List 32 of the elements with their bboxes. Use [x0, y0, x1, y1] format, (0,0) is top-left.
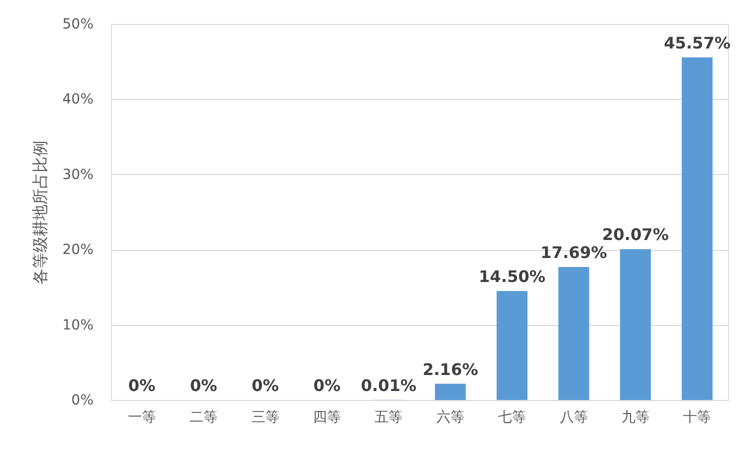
- data-label: 0%: [190, 376, 218, 395]
- data-label: 45.57%: [664, 33, 730, 52]
- x-tick-label: 七等: [498, 410, 526, 426]
- y-tick-label: 0%: [71, 392, 94, 408]
- data-label: 20.07%: [602, 225, 669, 244]
- data-label: 2.16%: [422, 360, 478, 379]
- data-label: 0%: [313, 376, 341, 395]
- x-tick-label: 五等: [374, 410, 403, 426]
- x-tick-label: 二等: [190, 410, 218, 426]
- bar: [434, 384, 466, 400]
- data-label: 14.50%: [478, 266, 546, 286]
- x-tick-label: 六等: [436, 410, 464, 426]
- y-tick-label: 20%: [62, 242, 94, 258]
- bar: [496, 290, 528, 400]
- bar: [620, 249, 651, 400]
- y-tick-label: 10%: [62, 317, 94, 334]
- x-tick-label: 四等: [312, 410, 341, 426]
- x-tick-label: 三等: [251, 410, 280, 426]
- data-label: 0%: [252, 376, 279, 395]
- x-tick-label: 一等: [128, 410, 156, 426]
- data-label: 17.69%: [540, 242, 608, 262]
- data-label: 0.01%: [360, 376, 416, 395]
- x-tick-label: 十等: [683, 410, 712, 426]
- y-tick-label: 50%: [62, 16, 94, 32]
- bar: [682, 57, 713, 400]
- x-tick-label: 八等: [560, 410, 588, 426]
- bar: [558, 266, 590, 400]
- y-tick-label: 30%: [62, 166, 94, 183]
- data-label: 0%: [128, 376, 156, 395]
- y-axis-title: 各等级耕地所占比例: [30, 140, 50, 284]
- y-tick-label: 40%: [62, 92, 94, 108]
- x-tick-label: 九等: [621, 410, 650, 426]
